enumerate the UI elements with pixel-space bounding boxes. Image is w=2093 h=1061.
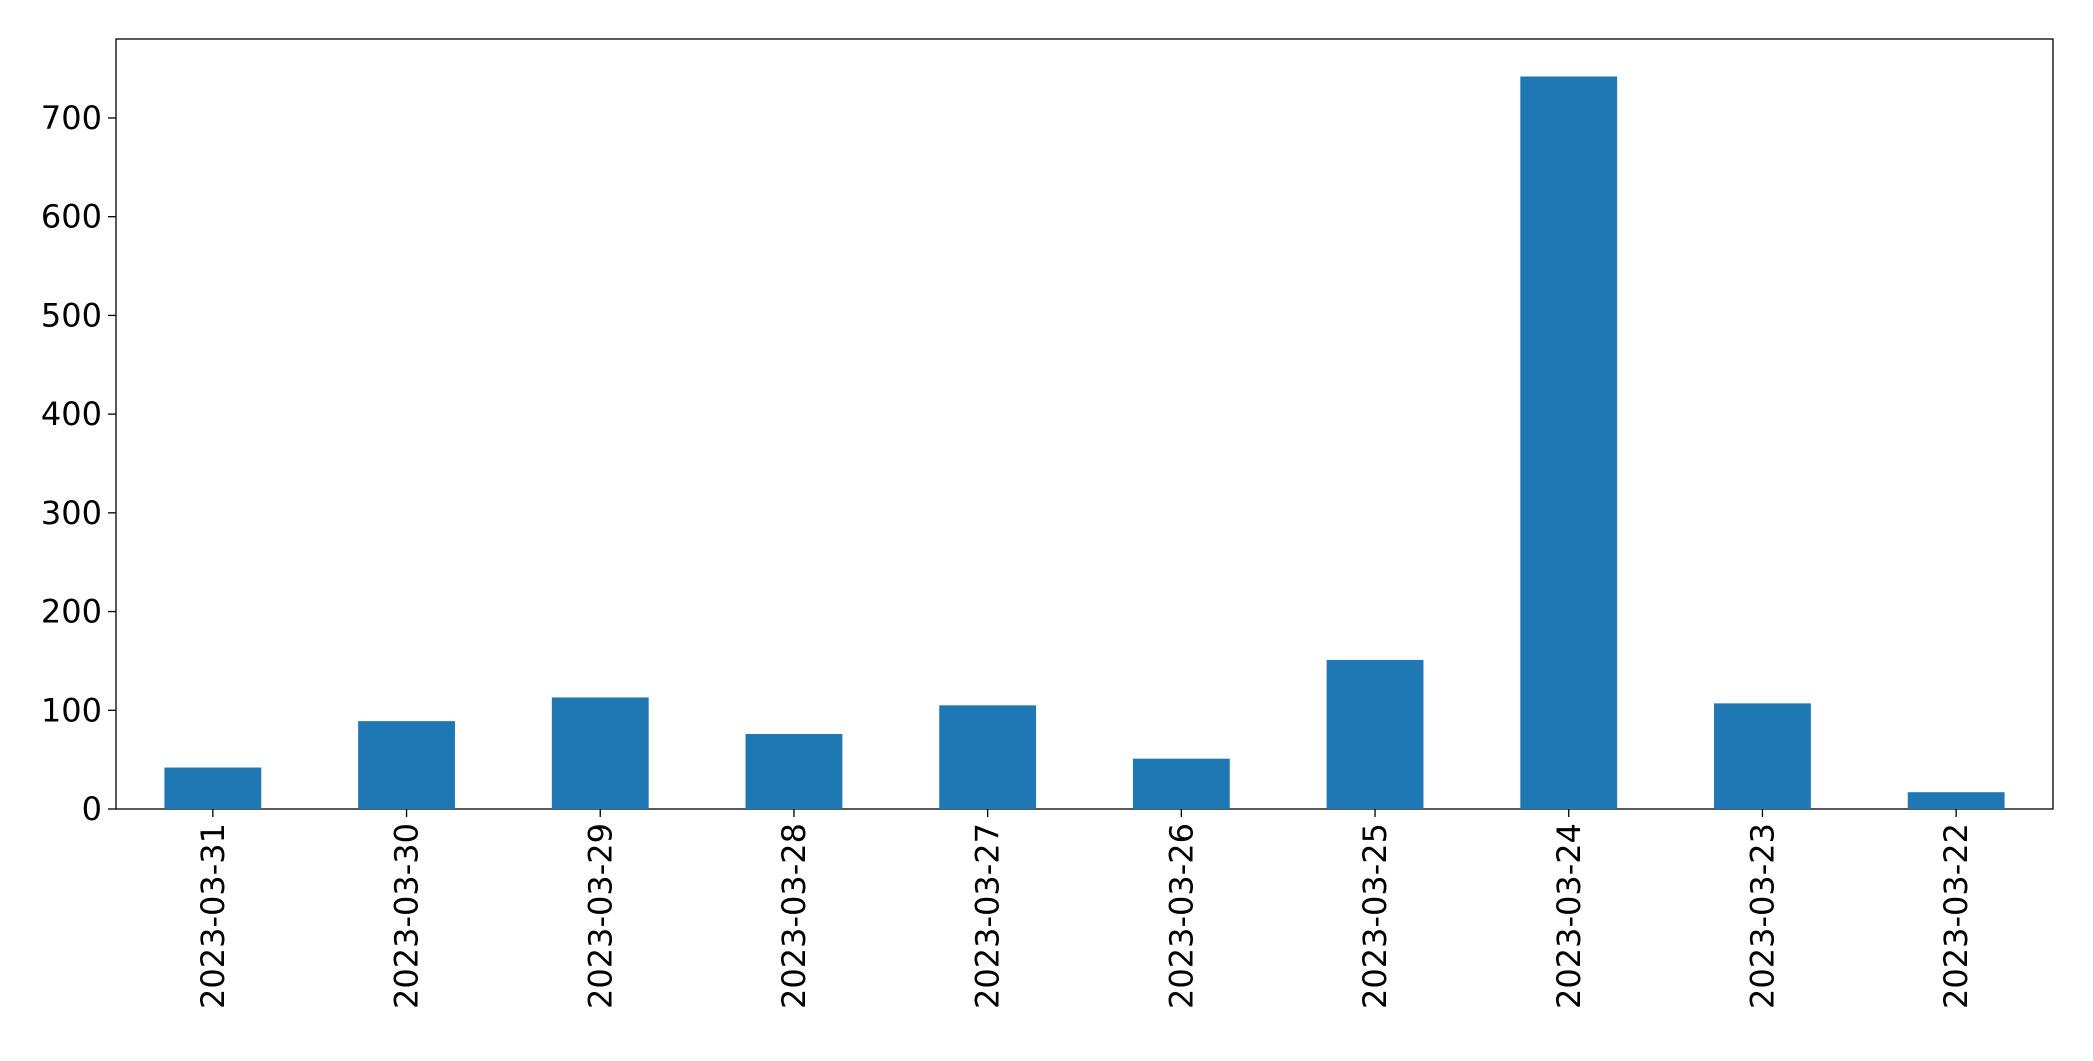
y-tick-label: 100 (41, 691, 102, 729)
x-tick-label: 2023-03-22 (1937, 823, 1975, 1009)
axes-frame (115, 38, 2054, 810)
y-tick-label: 300 (41, 494, 102, 532)
bar (551, 697, 649, 809)
y-tick-label: 500 (41, 296, 102, 334)
bar (164, 767, 262, 809)
x-tick-label: 2023-03-30 (388, 823, 426, 1009)
bar (1520, 76, 1618, 809)
x-tick-label: 2023-03-25 (1356, 823, 1394, 1009)
x-tick-label: 2023-03-31 (194, 823, 232, 1009)
bar (1714, 703, 1811, 809)
y-tick-label: 700 (41, 99, 102, 137)
bar (1907, 792, 2005, 809)
bar (745, 733, 843, 809)
x-tick-label: 2023-03-27 (969, 823, 1007, 1009)
y-tick-label: 0 (82, 790, 102, 828)
x-tick-label: 2023-03-24 (1550, 823, 1588, 1009)
bar (1132, 758, 1230, 809)
x-tick-label: 2023-03-26 (1162, 823, 1200, 1009)
x-tick-label: 2023-03-29 (581, 823, 619, 1009)
y-tick-label: 200 (41, 593, 102, 631)
bar (1326, 659, 1424, 809)
y-tick-label: 600 (41, 198, 102, 236)
bar (939, 705, 1037, 809)
x-tick-label: 2023-03-23 (1743, 823, 1781, 1009)
x-tick-label: 2023-03-28 (775, 823, 813, 1009)
bar (358, 721, 455, 809)
y-tick-label: 400 (41, 395, 102, 433)
